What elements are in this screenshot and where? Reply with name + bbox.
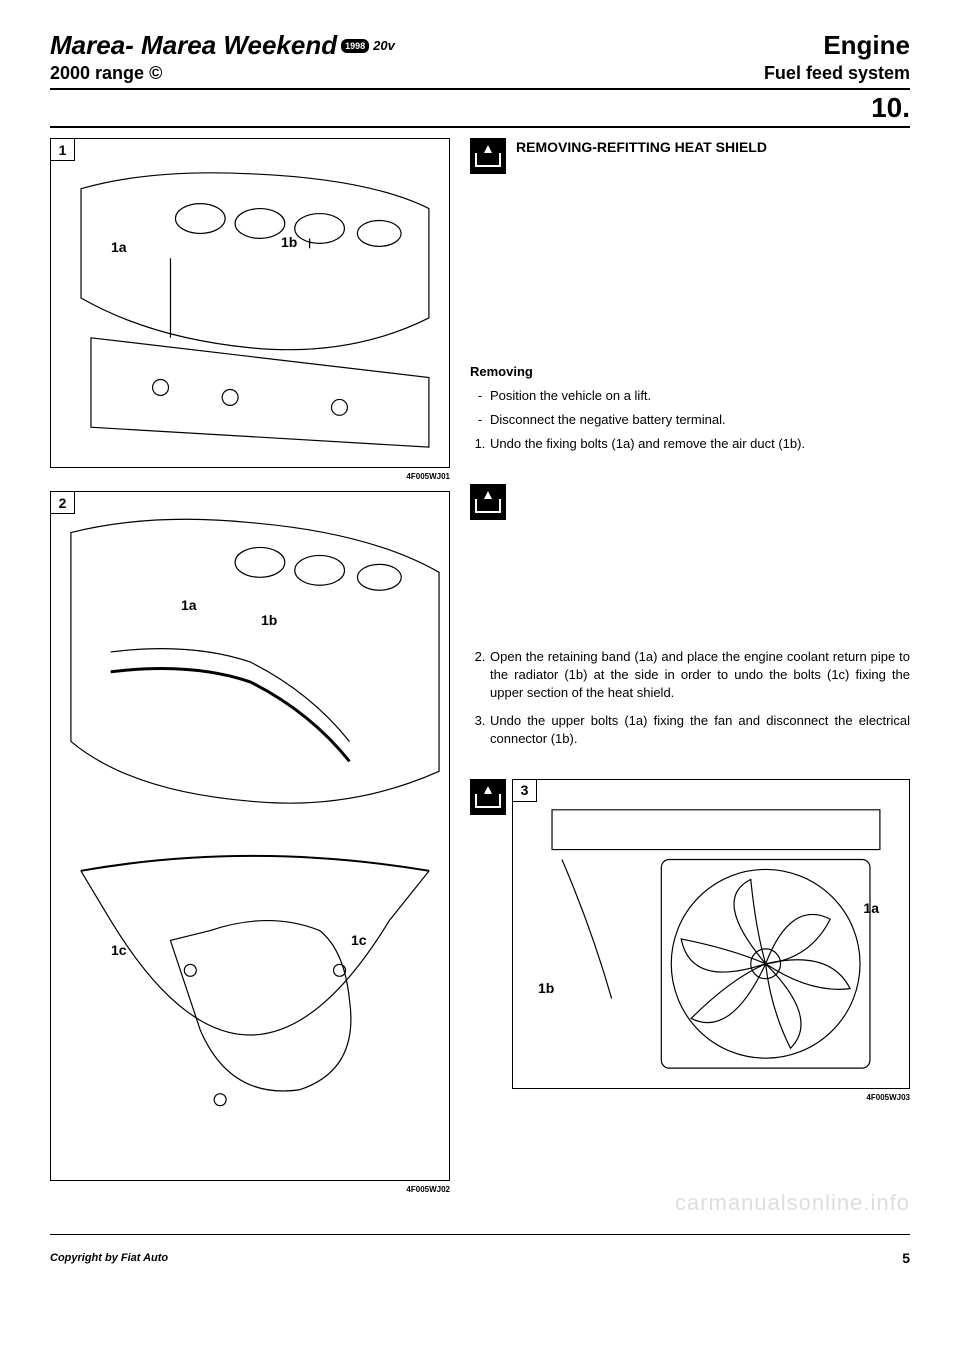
step-bullet: - Disconnect the negative battery termin… (470, 411, 910, 429)
step-numbered: 1. Undo the fixing bolts (1a) and remove… (470, 435, 910, 453)
header-row-2: 2000 range © Fuel feed system (50, 63, 910, 84)
procedure-heading: REMOVING-REFITTING HEAT SHIELD (470, 138, 910, 174)
figure-2-code: 4F005WJ02 (50, 1185, 450, 1194)
page-header: Marea- Marea Weekend 1998 20v Engine 200… (50, 30, 910, 90)
header-row-1: Marea- Marea Weekend 1998 20v Engine (50, 30, 910, 61)
remove-refit-icon (470, 779, 506, 815)
remove-refit-icon (470, 138, 506, 174)
engine-diagram-2 (51, 492, 449, 1180)
figure-3-wrapper: 3 (470, 779, 910, 1112)
steps-2-3: 2. Open the retaining band (1a) and plac… (470, 648, 910, 749)
figure-3-code: 4F005WJ03 (512, 1093, 910, 1102)
step-numbered: 3. Undo the upper bolts (1a) fixing the … (470, 712, 910, 748)
procedure-title: REMOVING-REFITTING HEAT SHIELD (516, 138, 767, 156)
fig2-label-1b: 1b (261, 612, 277, 628)
removing-title: Removing (470, 364, 910, 379)
year-badge: 1998 (341, 39, 369, 53)
right-column: REMOVING-REFITTING HEAT SHIELD Removing … (470, 138, 910, 1204)
fig3-label-1a: 1a (863, 900, 879, 916)
manual-title: Marea- Marea Weekend 1998 20v (50, 30, 395, 61)
content-area: 1 1a 1b 4F005WJ01 (50, 138, 910, 1204)
figure-3: 3 (512, 779, 910, 1089)
engine-diagram-1 (51, 139, 449, 467)
section-number: 10. (50, 92, 910, 128)
fig3-label-1b: 1b (538, 980, 554, 996)
subsystem-title: Fuel feed system (764, 63, 910, 84)
step-bullet: - Position the vehicle on a lift. (470, 387, 910, 405)
figure-2: 2 1a 1b 1c 1 (50, 491, 450, 1181)
page-footer: Copyright by Fiat Auto 5 (50, 1234, 910, 1266)
page-number: 5 (902, 1250, 910, 1266)
engine-variant: 20v (373, 38, 395, 53)
fan-diagram (513, 780, 909, 1088)
fig1-label-1a: 1a (111, 239, 127, 255)
fig2-label-1c-right: 1c (351, 932, 367, 948)
fig2-label-1a: 1a (181, 597, 197, 613)
copyright-text: Copyright by Fiat Auto (50, 1252, 168, 1264)
title-text: Marea- Marea Weekend (50, 30, 337, 61)
removing-section: Removing - Position the vehicle on a lif… (470, 364, 910, 454)
fig1-label-1b: 1b (281, 234, 297, 250)
step-numbered: 2. Open the retaining band (1a) and plac… (470, 648, 910, 703)
watermark: carmanualsonline.info (675, 1190, 910, 1216)
system-title: Engine (823, 30, 910, 61)
model-range: 2000 range © (50, 63, 162, 84)
figure-1: 1 1a 1b (50, 138, 450, 468)
figure-1-code: 4F005WJ01 (50, 472, 450, 481)
removing-steps: - Position the vehicle on a lift. - Disc… (470, 387, 910, 454)
fig2-label-1c-left: 1c (111, 942, 127, 958)
left-column: 1 1a 1b 4F005WJ01 (50, 138, 450, 1204)
remove-refit-icon (470, 484, 506, 520)
